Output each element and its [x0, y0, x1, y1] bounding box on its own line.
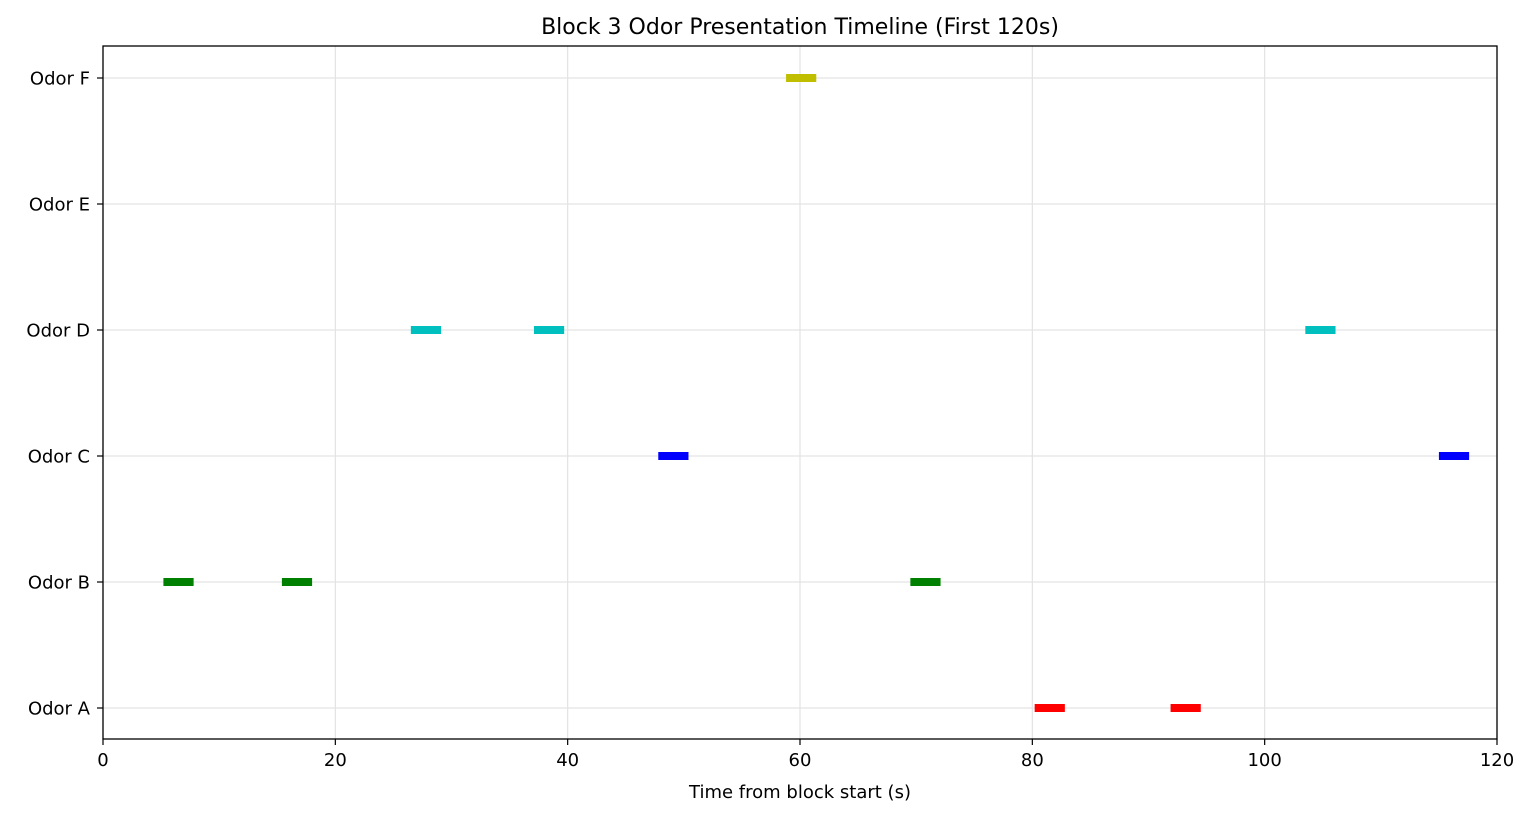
grid-layer	[102, 46, 1498, 739]
chart-title: Block 3 Odor Presentation Timeline (Firs…	[541, 15, 1059, 40]
x-tick-label: 20	[324, 750, 347, 771]
x-tick-label: 100	[1247, 750, 1281, 771]
event-bar	[1170, 704, 1201, 712]
event-bar	[786, 74, 817, 82]
y-tick-label: Odor D	[26, 321, 90, 342]
y-tick-label: Odor A	[28, 699, 91, 720]
y-tick-label: Odor C	[28, 447, 90, 468]
event-bar	[910, 578, 941, 586]
x-tick-label: 40	[556, 750, 579, 771]
x-axis-label: Time from block start (s)	[688, 782, 911, 803]
x-axis-ticks: 0 20 40 60 80 100 120	[97, 739, 1514, 771]
event-bars	[163, 74, 1470, 712]
event-bar	[1305, 326, 1336, 334]
x-tick-label: 60	[789, 750, 812, 771]
x-tick-label: 0	[97, 750, 108, 771]
x-tick-label: 80	[1021, 750, 1044, 771]
event-bar	[1034, 704, 1065, 712]
event-bar	[410, 326, 442, 334]
y-axis-ticks: Odor A Odor B Odor C Odor D Odor E Odor F	[26, 69, 103, 720]
event-bar	[1438, 452, 1470, 460]
event-bar	[163, 578, 194, 586]
y-tick-label: Odor E	[29, 195, 90, 216]
event-bar	[658, 452, 689, 460]
y-tick-label: Odor F	[30, 69, 90, 90]
x-tick-label: 120	[1480, 750, 1514, 771]
y-tick-label: Odor B	[28, 573, 90, 594]
event-bar	[281, 578, 313, 586]
event-bar	[533, 326, 565, 334]
